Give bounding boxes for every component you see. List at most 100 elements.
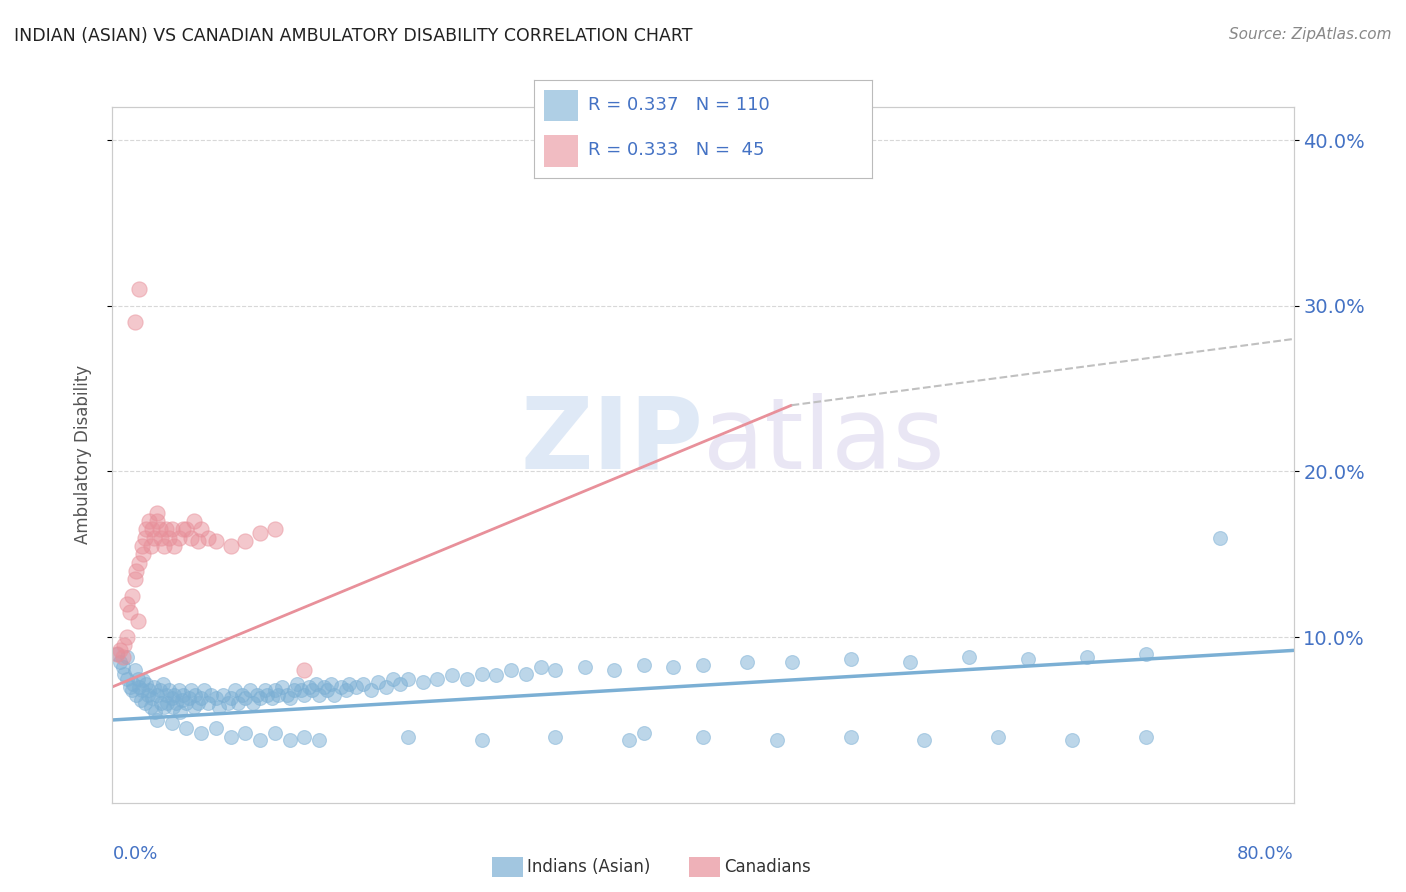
- Point: [128, 556, 150, 570]
- Point: [169, 705, 191, 719]
- Point: [330, 680, 353, 694]
- Point: [141, 691, 163, 706]
- Point: [117, 597, 138, 611]
- Point: [146, 713, 169, 727]
- Point: [149, 683, 172, 698]
- Point: [544, 663, 567, 677]
- Point: [249, 691, 271, 706]
- Point: [163, 688, 186, 702]
- Point: [233, 726, 256, 740]
- Point: [692, 658, 714, 673]
- Point: [737, 655, 759, 669]
- Point: [515, 666, 537, 681]
- Point: [152, 676, 174, 690]
- Point: [174, 523, 197, 537]
- Point: [264, 726, 287, 740]
- Point: [319, 676, 342, 690]
- Point: [335, 683, 357, 698]
- Point: [124, 572, 146, 586]
- Point: [160, 691, 183, 706]
- Point: [132, 547, 155, 561]
- Point: [172, 523, 194, 537]
- Point: [264, 523, 287, 537]
- Point: [146, 688, 169, 702]
- Point: [157, 531, 180, 545]
- Point: [337, 676, 360, 690]
- Point: [131, 683, 153, 698]
- Point: [179, 691, 201, 706]
- Point: [170, 693, 193, 707]
- Point: [142, 680, 165, 694]
- Point: [141, 523, 163, 537]
- Point: [108, 655, 131, 669]
- Point: [149, 523, 172, 537]
- Point: [200, 688, 222, 702]
- Text: R = 0.337   N = 110: R = 0.337 N = 110: [588, 95, 770, 114]
- Point: [441, 668, 464, 682]
- Point: [544, 730, 567, 744]
- Point: [914, 732, 936, 747]
- Point: [153, 699, 176, 714]
- Point: [283, 683, 305, 698]
- Point: [226, 697, 249, 711]
- Point: [187, 697, 209, 711]
- Point: [352, 676, 374, 690]
- Point: [127, 672, 149, 686]
- Point: [315, 683, 337, 698]
- Point: [117, 630, 138, 644]
- Point: [135, 676, 157, 690]
- Point: [105, 647, 128, 661]
- Point: [256, 688, 278, 702]
- Point: [574, 660, 596, 674]
- Point: [138, 683, 160, 698]
- Point: [205, 691, 228, 706]
- Point: [411, 674, 433, 689]
- Point: [157, 683, 180, 698]
- Point: [134, 697, 156, 711]
- Point: [150, 531, 173, 545]
- Text: Source: ZipAtlas.com: Source: ZipAtlas.com: [1229, 27, 1392, 42]
- Text: atlas: atlas: [703, 392, 945, 490]
- Point: [190, 726, 212, 740]
- Text: Canadians: Canadians: [724, 858, 811, 876]
- Point: [122, 676, 145, 690]
- Point: [987, 730, 1010, 744]
- Point: [253, 683, 276, 698]
- Point: [139, 699, 162, 714]
- Point: [135, 523, 157, 537]
- Point: [233, 534, 256, 549]
- Point: [957, 650, 980, 665]
- Point: [267, 688, 290, 702]
- Point: [136, 688, 159, 702]
- Point: [278, 691, 301, 706]
- Point: [153, 539, 176, 553]
- Point: [360, 683, 382, 698]
- Point: [233, 691, 256, 706]
- Point: [231, 688, 253, 702]
- Point: [167, 683, 190, 698]
- Point: [456, 672, 478, 686]
- Point: [174, 721, 197, 735]
- Point: [127, 614, 149, 628]
- Point: [692, 730, 714, 744]
- Point: [108, 643, 131, 657]
- Point: [780, 655, 803, 669]
- Text: ZIP: ZIP: [520, 392, 703, 490]
- Point: [125, 688, 148, 702]
- Point: [219, 691, 242, 706]
- Point: [105, 647, 128, 661]
- Point: [172, 688, 194, 702]
- Point: [156, 697, 179, 711]
- Point: [662, 660, 685, 674]
- Point: [501, 663, 523, 677]
- Point: [292, 663, 315, 677]
- Point: [190, 691, 212, 706]
- Point: [224, 683, 246, 698]
- Point: [633, 658, 655, 673]
- Point: [239, 683, 262, 698]
- Point: [160, 716, 183, 731]
- Point: [117, 672, 138, 686]
- Point: [120, 680, 142, 694]
- Point: [143, 705, 166, 719]
- Point: [146, 514, 169, 528]
